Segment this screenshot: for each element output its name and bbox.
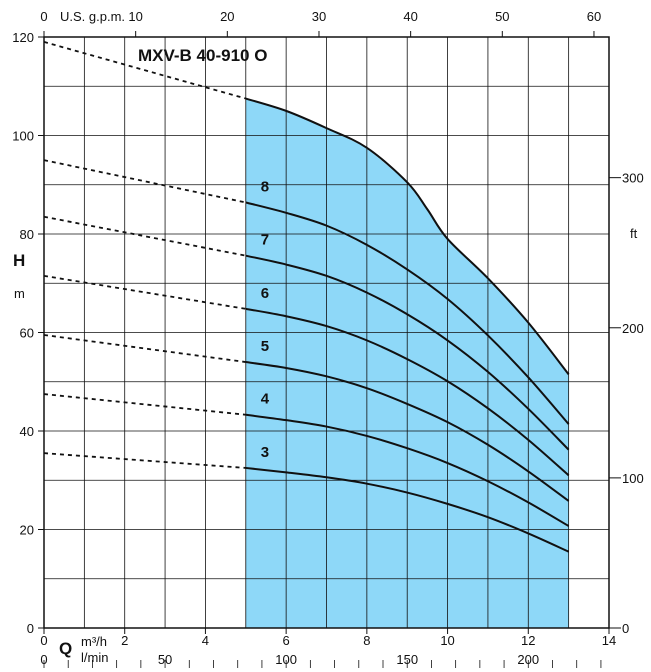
curve-label-4: 4 — [261, 391, 270, 408]
y-axis-label: H — [13, 251, 25, 270]
curves: 3 4 5 6 7 8 — [43, 41, 570, 553]
lmin-tick-label: 200 — [517, 652, 539, 667]
curve-label-8: 8 — [261, 178, 269, 195]
gpm-tick-label: 10 — [128, 9, 142, 24]
y-tick-label: 40 — [20, 424, 34, 439]
gpm-tick-label: 40 — [403, 9, 417, 24]
lmin-tick-label: 100 — [275, 652, 297, 667]
y-tick-label: 100 — [12, 129, 34, 144]
ft-tick-label: 300 — [622, 171, 644, 186]
curve-8-extrapolation — [43, 159, 246, 204]
y-tick-label: 20 — [20, 523, 34, 538]
grid — [44, 37, 609, 628]
y-tick-label: 120 — [12, 30, 34, 45]
curve-label-7: 7 — [261, 232, 269, 249]
curve-envelope — [245, 97, 570, 375]
y-axis-unit: m — [14, 286, 25, 301]
y-tick-label: 0 — [27, 621, 34, 636]
ft-axis-unit: ft — [630, 226, 638, 241]
x-tick-label: 6 — [283, 633, 290, 648]
x-axis-label: Q — [59, 639, 72, 658]
curve-5-extrapolation — [43, 334, 246, 363]
curve-8 — [245, 201, 570, 425]
x-tick-label: 10 — [440, 633, 454, 648]
curve-5 — [245, 361, 570, 502]
curve-3-extrapolation — [43, 452, 246, 469]
gpm-axis-unit: U.S. g.p.m. — [60, 9, 125, 24]
curve-7-extrapolation — [43, 215, 246, 257]
gpm-tick-label: 50 — [495, 9, 509, 24]
curve-label-6: 6 — [261, 285, 269, 302]
lmin-tick-label: 150 — [396, 652, 418, 667]
ft-tick-label: 100 — [622, 471, 644, 486]
lmin-tick-label: 50 — [158, 652, 172, 667]
x-axis-unit-lmin: l/min — [81, 650, 108, 665]
curve-7 — [245, 254, 570, 451]
ft-tick-label: 0 — [622, 621, 629, 636]
curve-label-3: 3 — [261, 444, 269, 461]
curve-6-extrapolation — [43, 274, 246, 310]
curve-3 — [245, 466, 570, 553]
chart-title: MXV-B 40-910 O — [138, 46, 267, 65]
curve-4-extrapolation — [43, 393, 246, 416]
curve-envelope-extrapolation — [43, 41, 247, 100]
curve-4 — [245, 413, 570, 527]
gpm-tick-label: 20 — [220, 9, 234, 24]
curve-6 — [245, 307, 570, 477]
curve-label-5: 5 — [261, 338, 269, 355]
x-axis-unit-m3h: m³/h — [81, 634, 107, 649]
y-tick-label: 60 — [20, 326, 34, 341]
gpm-tick-label: 0 — [40, 9, 47, 24]
x-tick-label: 8 — [363, 633, 370, 648]
x-tick-label: 4 — [202, 633, 209, 648]
x-tick-label: 12 — [521, 633, 535, 648]
x-tick-label: 14 — [602, 633, 616, 648]
ft-tick-label: 200 — [622, 321, 644, 336]
y-tick-label: 80 — [20, 227, 34, 242]
x-tick-label: 2 — [121, 633, 128, 648]
gpm-tick-label: 60 — [587, 9, 601, 24]
x-tick-label: 0 — [40, 633, 47, 648]
gpm-tick-label: 30 — [312, 9, 326, 24]
lmin-tick-label: 0 — [40, 652, 47, 667]
